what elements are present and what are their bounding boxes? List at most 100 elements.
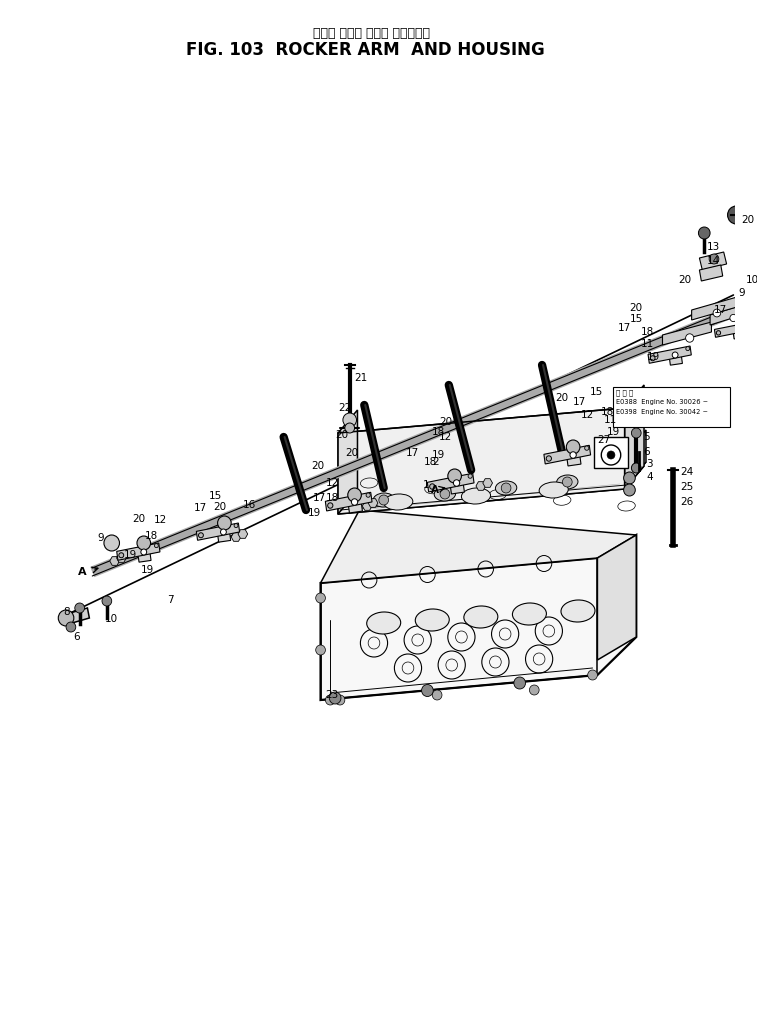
Circle shape — [198, 533, 204, 538]
Circle shape — [448, 469, 462, 483]
Text: 19: 19 — [308, 508, 321, 518]
Text: 17: 17 — [195, 503, 207, 513]
Circle shape — [141, 549, 147, 555]
Text: 17: 17 — [313, 493, 326, 503]
Text: 20: 20 — [345, 448, 358, 458]
Text: 11: 11 — [604, 415, 618, 425]
Text: 20: 20 — [311, 461, 324, 471]
Circle shape — [432, 690, 442, 700]
Circle shape — [624, 472, 635, 484]
Polygon shape — [238, 530, 248, 538]
Text: 19: 19 — [141, 565, 154, 576]
Ellipse shape — [512, 603, 547, 625]
Polygon shape — [483, 479, 493, 487]
Polygon shape — [217, 528, 231, 542]
Polygon shape — [648, 346, 691, 363]
Text: 20: 20 — [678, 275, 691, 285]
Text: 20: 20 — [630, 303, 643, 313]
Text: 11: 11 — [641, 339, 654, 349]
Polygon shape — [368, 498, 378, 508]
Polygon shape — [117, 543, 160, 560]
Circle shape — [328, 502, 333, 509]
Polygon shape — [450, 479, 465, 494]
Circle shape — [607, 451, 615, 459]
Text: 15: 15 — [209, 491, 222, 501]
Circle shape — [430, 484, 435, 489]
Text: 17: 17 — [714, 304, 727, 315]
Text: 7: 7 — [167, 595, 173, 605]
Polygon shape — [692, 297, 737, 320]
Polygon shape — [363, 501, 372, 511]
Text: ロッカ アーム および ハウジング: ロッカ アーム および ハウジング — [313, 27, 430, 40]
Text: 3: 3 — [646, 459, 653, 469]
Text: 18: 18 — [432, 427, 446, 437]
Circle shape — [730, 315, 737, 322]
Polygon shape — [662, 322, 712, 345]
Text: FIG. 103  ROCKER ARM  AND HOUSING: FIG. 103 ROCKER ARM AND HOUSING — [186, 41, 545, 59]
Text: 17: 17 — [618, 323, 631, 333]
Text: 16: 16 — [243, 500, 256, 510]
Polygon shape — [594, 437, 628, 468]
Text: 19: 19 — [123, 550, 136, 560]
Text: 8: 8 — [63, 607, 70, 617]
Ellipse shape — [561, 600, 595, 622]
Ellipse shape — [556, 475, 578, 489]
Circle shape — [343, 413, 357, 427]
Circle shape — [713, 310, 721, 317]
Polygon shape — [627, 430, 646, 485]
Circle shape — [650, 355, 655, 360]
Text: 24: 24 — [680, 467, 693, 477]
Text: 18: 18 — [641, 327, 654, 337]
Text: 20: 20 — [132, 514, 145, 524]
Polygon shape — [699, 265, 723, 281]
Text: 18: 18 — [145, 531, 158, 541]
Polygon shape — [710, 302, 752, 325]
Text: 15: 15 — [590, 387, 603, 397]
Circle shape — [748, 323, 751, 326]
Circle shape — [453, 480, 459, 486]
Ellipse shape — [539, 482, 569, 498]
Text: 20: 20 — [213, 502, 227, 512]
Text: 19: 19 — [432, 450, 446, 460]
Circle shape — [58, 610, 74, 626]
Text: 6: 6 — [73, 632, 79, 642]
Circle shape — [631, 463, 641, 473]
Circle shape — [570, 452, 576, 458]
Polygon shape — [340, 462, 646, 510]
Polygon shape — [231, 533, 241, 541]
Circle shape — [347, 488, 361, 502]
Circle shape — [736, 328, 741, 333]
Text: E0398  Engine No. 30042 ~: E0398 Engine No. 30042 ~ — [616, 409, 708, 415]
Circle shape — [562, 477, 572, 487]
Polygon shape — [196, 523, 240, 540]
Circle shape — [672, 352, 678, 358]
Circle shape — [501, 483, 511, 493]
Text: 9: 9 — [738, 288, 745, 298]
Text: A: A — [78, 567, 87, 577]
Polygon shape — [338, 408, 625, 514]
Circle shape — [727, 206, 745, 224]
Circle shape — [587, 670, 597, 680]
Circle shape — [234, 524, 238, 528]
Polygon shape — [347, 497, 363, 513]
Polygon shape — [699, 252, 727, 270]
Circle shape — [378, 495, 388, 505]
Polygon shape — [320, 510, 637, 583]
Circle shape — [699, 227, 710, 239]
Polygon shape — [597, 535, 637, 660]
Text: 26: 26 — [680, 497, 693, 508]
Circle shape — [154, 544, 158, 548]
Ellipse shape — [464, 606, 498, 628]
Ellipse shape — [366, 612, 400, 634]
Text: 19: 19 — [647, 352, 660, 362]
Text: 22: 22 — [338, 403, 351, 413]
Text: 1: 1 — [422, 480, 429, 490]
Ellipse shape — [384, 494, 413, 510]
Circle shape — [624, 484, 635, 496]
Text: 12: 12 — [439, 432, 453, 442]
Text: 12: 12 — [154, 515, 167, 525]
Text: 12: 12 — [581, 410, 594, 420]
Text: 18: 18 — [326, 493, 338, 503]
Text: 23: 23 — [326, 690, 338, 700]
FancyBboxPatch shape — [613, 387, 730, 427]
